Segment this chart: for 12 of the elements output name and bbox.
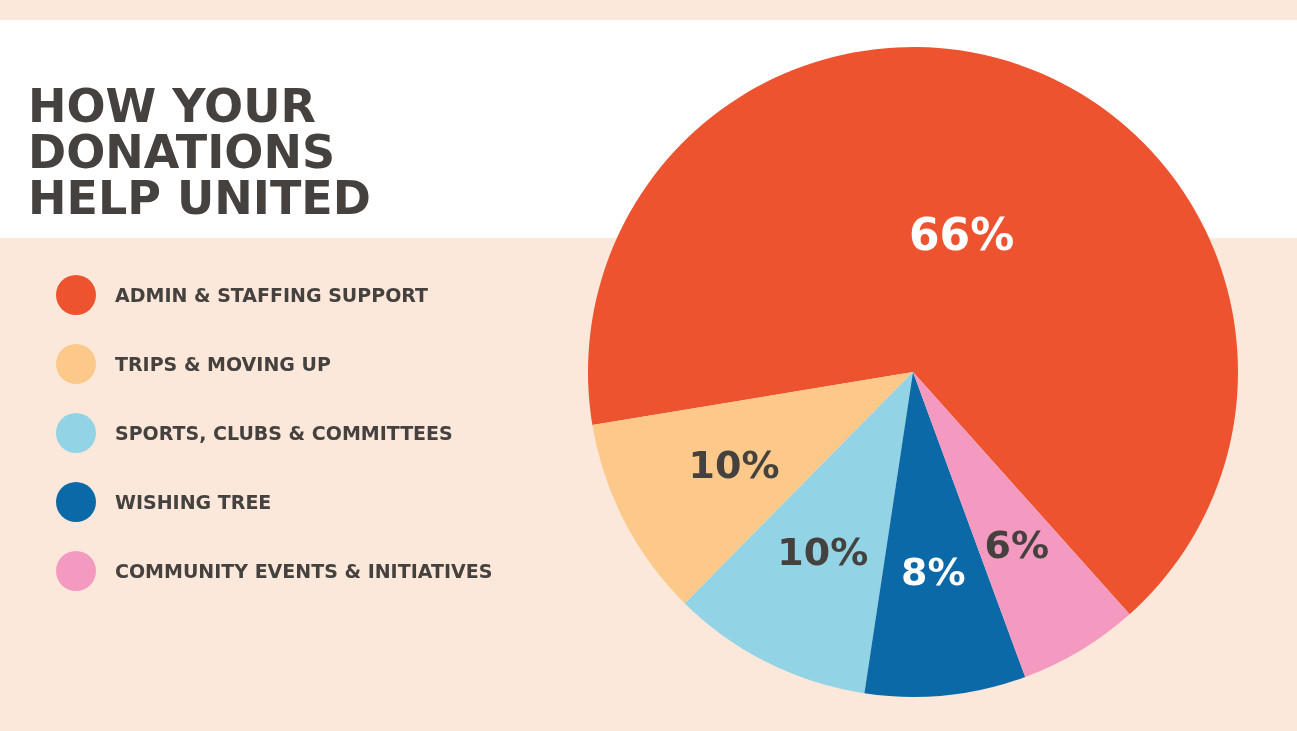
legend-label: TRIPS & MOVING UP	[115, 353, 331, 375]
pie-slice	[588, 47, 1238, 615]
data-label: 10%	[688, 442, 780, 487]
data-label: 10%	[777, 530, 869, 575]
legend-label: ADMIN & STAFFING SUPPORT	[115, 284, 429, 306]
legend-label: WISHING TREE	[115, 491, 272, 513]
legend-label: SPORTS, CLUBS & COMMITTEES	[115, 422, 453, 444]
data-label: 6%	[984, 522, 1050, 567]
text: HOW YOUR DONATIONS HELP UNITED	[28, 79, 371, 225]
data-label: 8%	[901, 550, 966, 595]
legend-label: COMMUNITY EVENTS & INITIATIVES	[115, 560, 493, 582]
data-label: 66%	[908, 208, 1015, 260]
